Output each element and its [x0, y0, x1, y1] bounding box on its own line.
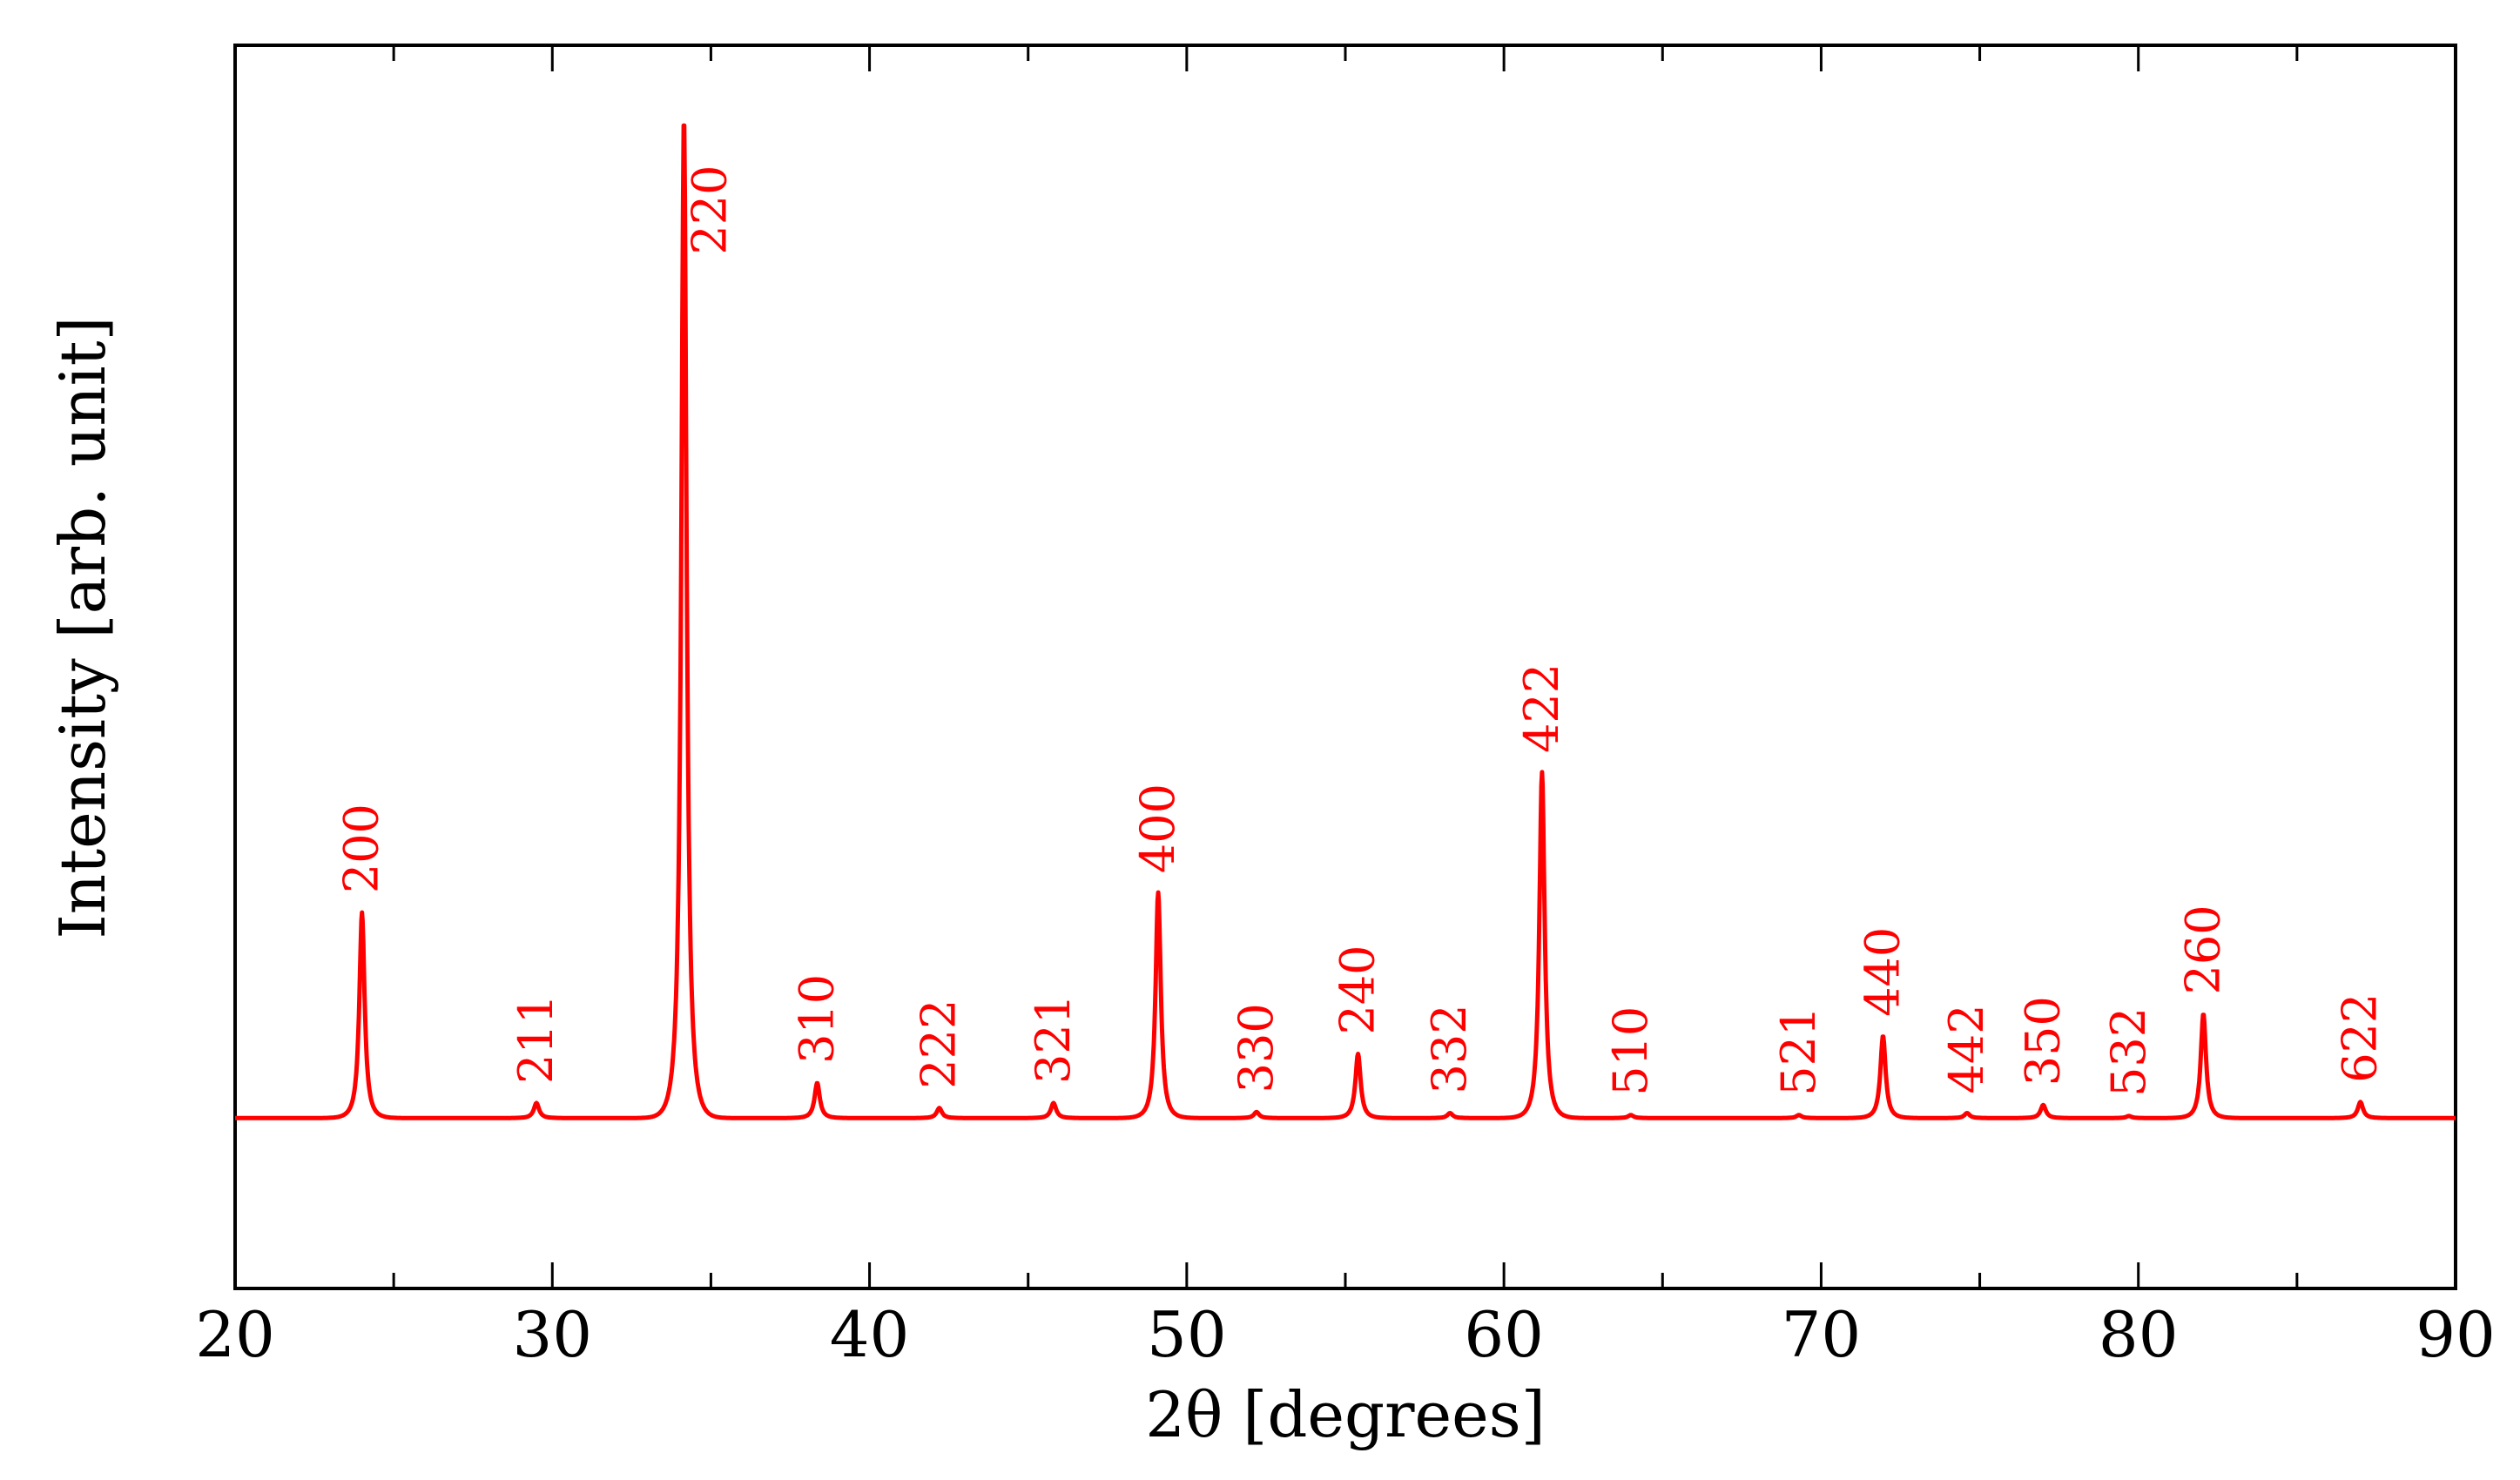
peak-label-422: 422 — [1514, 663, 1569, 753]
peak-label-260: 260 — [2175, 905, 2230, 994]
peak-label-521: 521 — [1771, 1006, 1826, 1096]
peak-label-400: 400 — [1130, 784, 1185, 873]
peak-label-310: 310 — [789, 974, 844, 1064]
peak-label-330: 330 — [1229, 1003, 1284, 1093]
x-tick-label: 30 — [512, 1298, 592, 1371]
peak-label-332: 332 — [1422, 1004, 1477, 1093]
intensity-series-line — [233, 123, 2457, 1120]
peak-label-622: 622 — [2333, 993, 2388, 1083]
peak-label-442: 442 — [1939, 1004, 1994, 1093]
x-tick-label: 50 — [1147, 1298, 1227, 1371]
peak-labels: 200 211 220 310 222 321 400 330 240 332 422 510 521 4… — [334, 165, 2388, 1097]
peak-label-240: 240 — [1331, 945, 1385, 1034]
y-axis-title: Intensity [arb. unit] — [46, 316, 119, 938]
x-tick-label: 40 — [830, 1298, 910, 1371]
peak-label-510: 510 — [1603, 1006, 1658, 1096]
x-tick-label: 70 — [1782, 1298, 1862, 1371]
peak-label-532: 532 — [2101, 1007, 2156, 1097]
plot-frame — [233, 44, 2457, 1290]
x-tick-label: 20 — [195, 1298, 275, 1371]
peak-label-321: 321 — [1026, 994, 1081, 1084]
x-tick-label: 80 — [2099, 1298, 2179, 1371]
peak-label-350: 350 — [2015, 996, 2070, 1086]
x-axis-tick-labels: 20 30 40 50 60 70 80 90 — [195, 1298, 2496, 1371]
peak-label-440: 440 — [1855, 927, 1910, 1017]
plot-border — [233, 44, 2457, 1290]
peak-label-211: 211 — [509, 994, 563, 1084]
peak-label-220: 220 — [682, 165, 737, 255]
x-tick-label: 90 — [2416, 1298, 2496, 1371]
x-tick-label: 60 — [1464, 1298, 1544, 1371]
x-axis-title: 2θ [degrees] — [1145, 1378, 1546, 1451]
x-axis-ticks — [233, 45, 2457, 1288]
peak-label-222: 222 — [912, 999, 967, 1089]
peak-label-200: 200 — [334, 804, 389, 893]
